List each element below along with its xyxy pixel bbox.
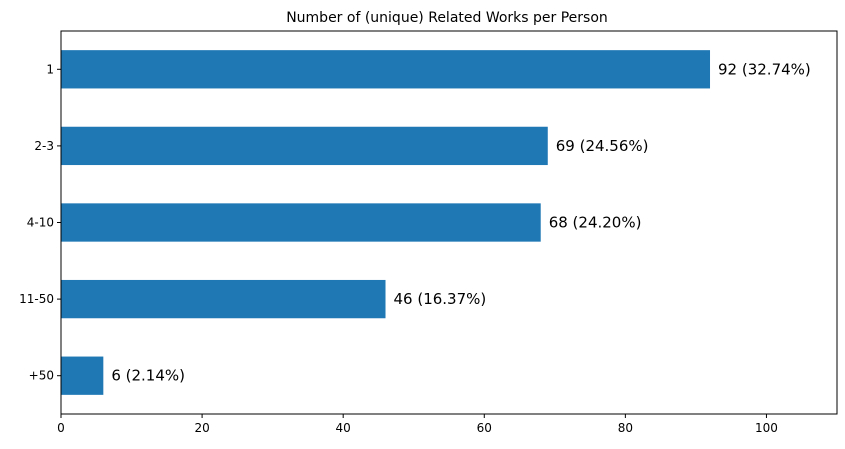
- bar-2-3: [61, 126, 548, 166]
- y-tick-label: 4-10: [27, 216, 54, 230]
- data-label: 6 (2.14%): [111, 367, 185, 385]
- y-axis: 1 2-3 4-10 11-50 +50: [19, 62, 61, 383]
- x-tick-label: 20: [194, 421, 209, 435]
- chart-title: Number of (unique) Related Works per Per…: [286, 10, 608, 26]
- y-tick-label: 11-50: [19, 292, 54, 306]
- x-tick-label: 40: [336, 421, 351, 435]
- plot-frame: [60, 30, 838, 415]
- x-tick-label: 60: [477, 421, 492, 435]
- data-labels-group: 92 (32.74%) 69 (24.56%) 68 (24.20%) 46 (16.…: [111, 60, 810, 384]
- bar-+50: [61, 356, 104, 395]
- x-axis: 0 20 40 60 80 100: [57, 414, 778, 435]
- bars-group: [61, 50, 711, 395]
- bar-1: [61, 50, 711, 89]
- y-tick-label: 1: [46, 62, 54, 76]
- bar-4-10: [61, 203, 541, 242]
- y-tick-label: +50: [29, 369, 54, 383]
- data-label: 68 (24.20%): [549, 214, 642, 232]
- data-label: 69 (24.56%): [556, 137, 649, 155]
- x-tick-label: 100: [755, 421, 778, 435]
- x-tick-label: 0: [57, 421, 65, 435]
- x-tick-label: 80: [618, 421, 633, 435]
- y-tick-label: 2-3: [34, 139, 54, 153]
- data-label: 92 (32.74%): [718, 60, 811, 78]
- bar-11-50: [61, 279, 386, 319]
- data-label: 46 (16.37%): [394, 290, 487, 308]
